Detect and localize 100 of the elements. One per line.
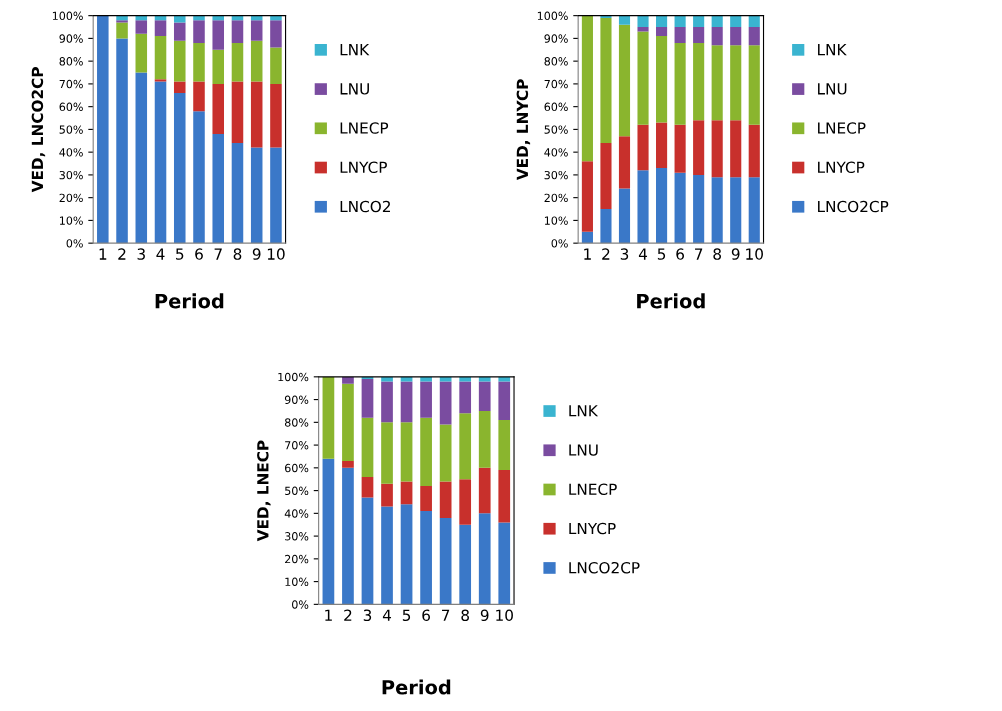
bar	[193, 81, 205, 112]
y-tick-label: 70%	[285, 441, 309, 450]
bar	[361, 379, 374, 418]
x-tick-label: 7	[214, 248, 222, 260]
bar	[581, 15, 593, 162]
x-tick-label: 4	[638, 248, 648, 260]
x-tick-label: 2	[602, 248, 610, 260]
legend-label: LNU	[818, 83, 847, 95]
x-tick-label: 1	[325, 609, 332, 621]
legend-label: LNCO2CP	[569, 561, 640, 574]
bar	[270, 147, 282, 244]
bar	[730, 120, 742, 178]
bar	[711, 15, 723, 28]
bar	[212, 133, 225, 244]
bar	[381, 376, 393, 382]
bar	[322, 458, 335, 605]
x-tick-label: 6	[676, 248, 685, 260]
bar	[711, 27, 723, 46]
bar	[478, 513, 491, 605]
bar	[600, 209, 612, 244]
x-tick-label: 10	[267, 248, 285, 260]
bar	[656, 15, 668, 28]
x-tick-label: 7	[695, 248, 703, 260]
x-tick-label: 9	[731, 248, 740, 260]
x-axis-title: Period	[382, 679, 451, 695]
legend-label: LNK	[569, 405, 599, 417]
bar	[730, 27, 742, 46]
legend-label: LNU	[569, 444, 598, 456]
bar	[581, 161, 593, 232]
bar	[270, 83, 282, 148]
bar	[693, 120, 705, 175]
y-tick-label: 40%	[59, 148, 83, 157]
y-tick-label: 0%	[551, 239, 568, 248]
x-tick-label: 2	[344, 609, 352, 621]
legend-label: LNECP	[340, 122, 389, 134]
bar	[212, 20, 225, 50]
bar	[322, 376, 335, 459]
bar	[250, 147, 263, 244]
bar	[342, 383, 354, 462]
bar	[618, 24, 631, 137]
bar	[193, 111, 205, 244]
bar	[711, 177, 723, 244]
bar	[116, 15, 128, 21]
bar	[173, 15, 186, 23]
bar	[600, 17, 612, 144]
y-tick-label: 60%	[544, 102, 568, 112]
bar	[193, 15, 205, 21]
x-tick-label: 1	[99, 248, 107, 260]
bar	[400, 504, 413, 605]
bar	[478, 381, 491, 411]
bar	[135, 72, 148, 244]
bar	[498, 381, 511, 421]
bar	[231, 143, 244, 244]
bar	[154, 36, 167, 80]
y-tick-label: 40%	[544, 148, 568, 157]
bar	[116, 20, 128, 23]
bar	[116, 22, 128, 39]
y-tick-label: 70%	[59, 79, 83, 89]
bar	[250, 40, 263, 82]
y-tick-label: 70%	[544, 79, 568, 89]
bar	[135, 33, 148, 73]
y-tick-label: 80%	[284, 418, 309, 427]
bar	[637, 15, 649, 28]
y-axis-title: VED, LNECP	[257, 440, 271, 542]
x-tick-label: 3	[363, 609, 372, 622]
bar	[459, 479, 472, 525]
bar	[730, 177, 742, 244]
bar	[656, 27, 668, 37]
bar	[173, 93, 186, 244]
bar	[439, 424, 452, 482]
y-tick-label: 30%	[544, 170, 568, 180]
bar	[250, 81, 263, 148]
bar	[693, 42, 705, 121]
bar	[693, 27, 705, 43]
bar	[381, 506, 393, 605]
bar	[637, 124, 649, 171]
x-tick-label: 6	[422, 609, 430, 622]
y-tick-label: 90%	[284, 395, 309, 404]
y-tick-label: 50%	[59, 125, 83, 134]
bar	[498, 522, 511, 605]
bar	[173, 22, 186, 41]
bar	[154, 79, 167, 82]
y-tick-label: 100%	[537, 11, 568, 21]
bar	[231, 20, 244, 43]
bar	[420, 381, 432, 418]
bar	[173, 81, 186, 93]
bar	[270, 15, 282, 21]
bar	[730, 15, 742, 28]
legend-label: LNECP	[569, 483, 617, 496]
bar	[212, 83, 225, 134]
legend-label: LNK	[340, 44, 370, 56]
y-tick-label: 20%	[59, 193, 83, 203]
y-axis-title: VED, LNCO2CP	[31, 67, 46, 193]
bar	[135, 20, 148, 34]
bar	[381, 483, 393, 507]
y-tick-label: 80%	[59, 57, 83, 66]
bar	[600, 143, 612, 210]
bar	[459, 381, 472, 414]
x-tick-label: 7	[442, 609, 450, 621]
x-tick-label: 5	[402, 609, 411, 622]
